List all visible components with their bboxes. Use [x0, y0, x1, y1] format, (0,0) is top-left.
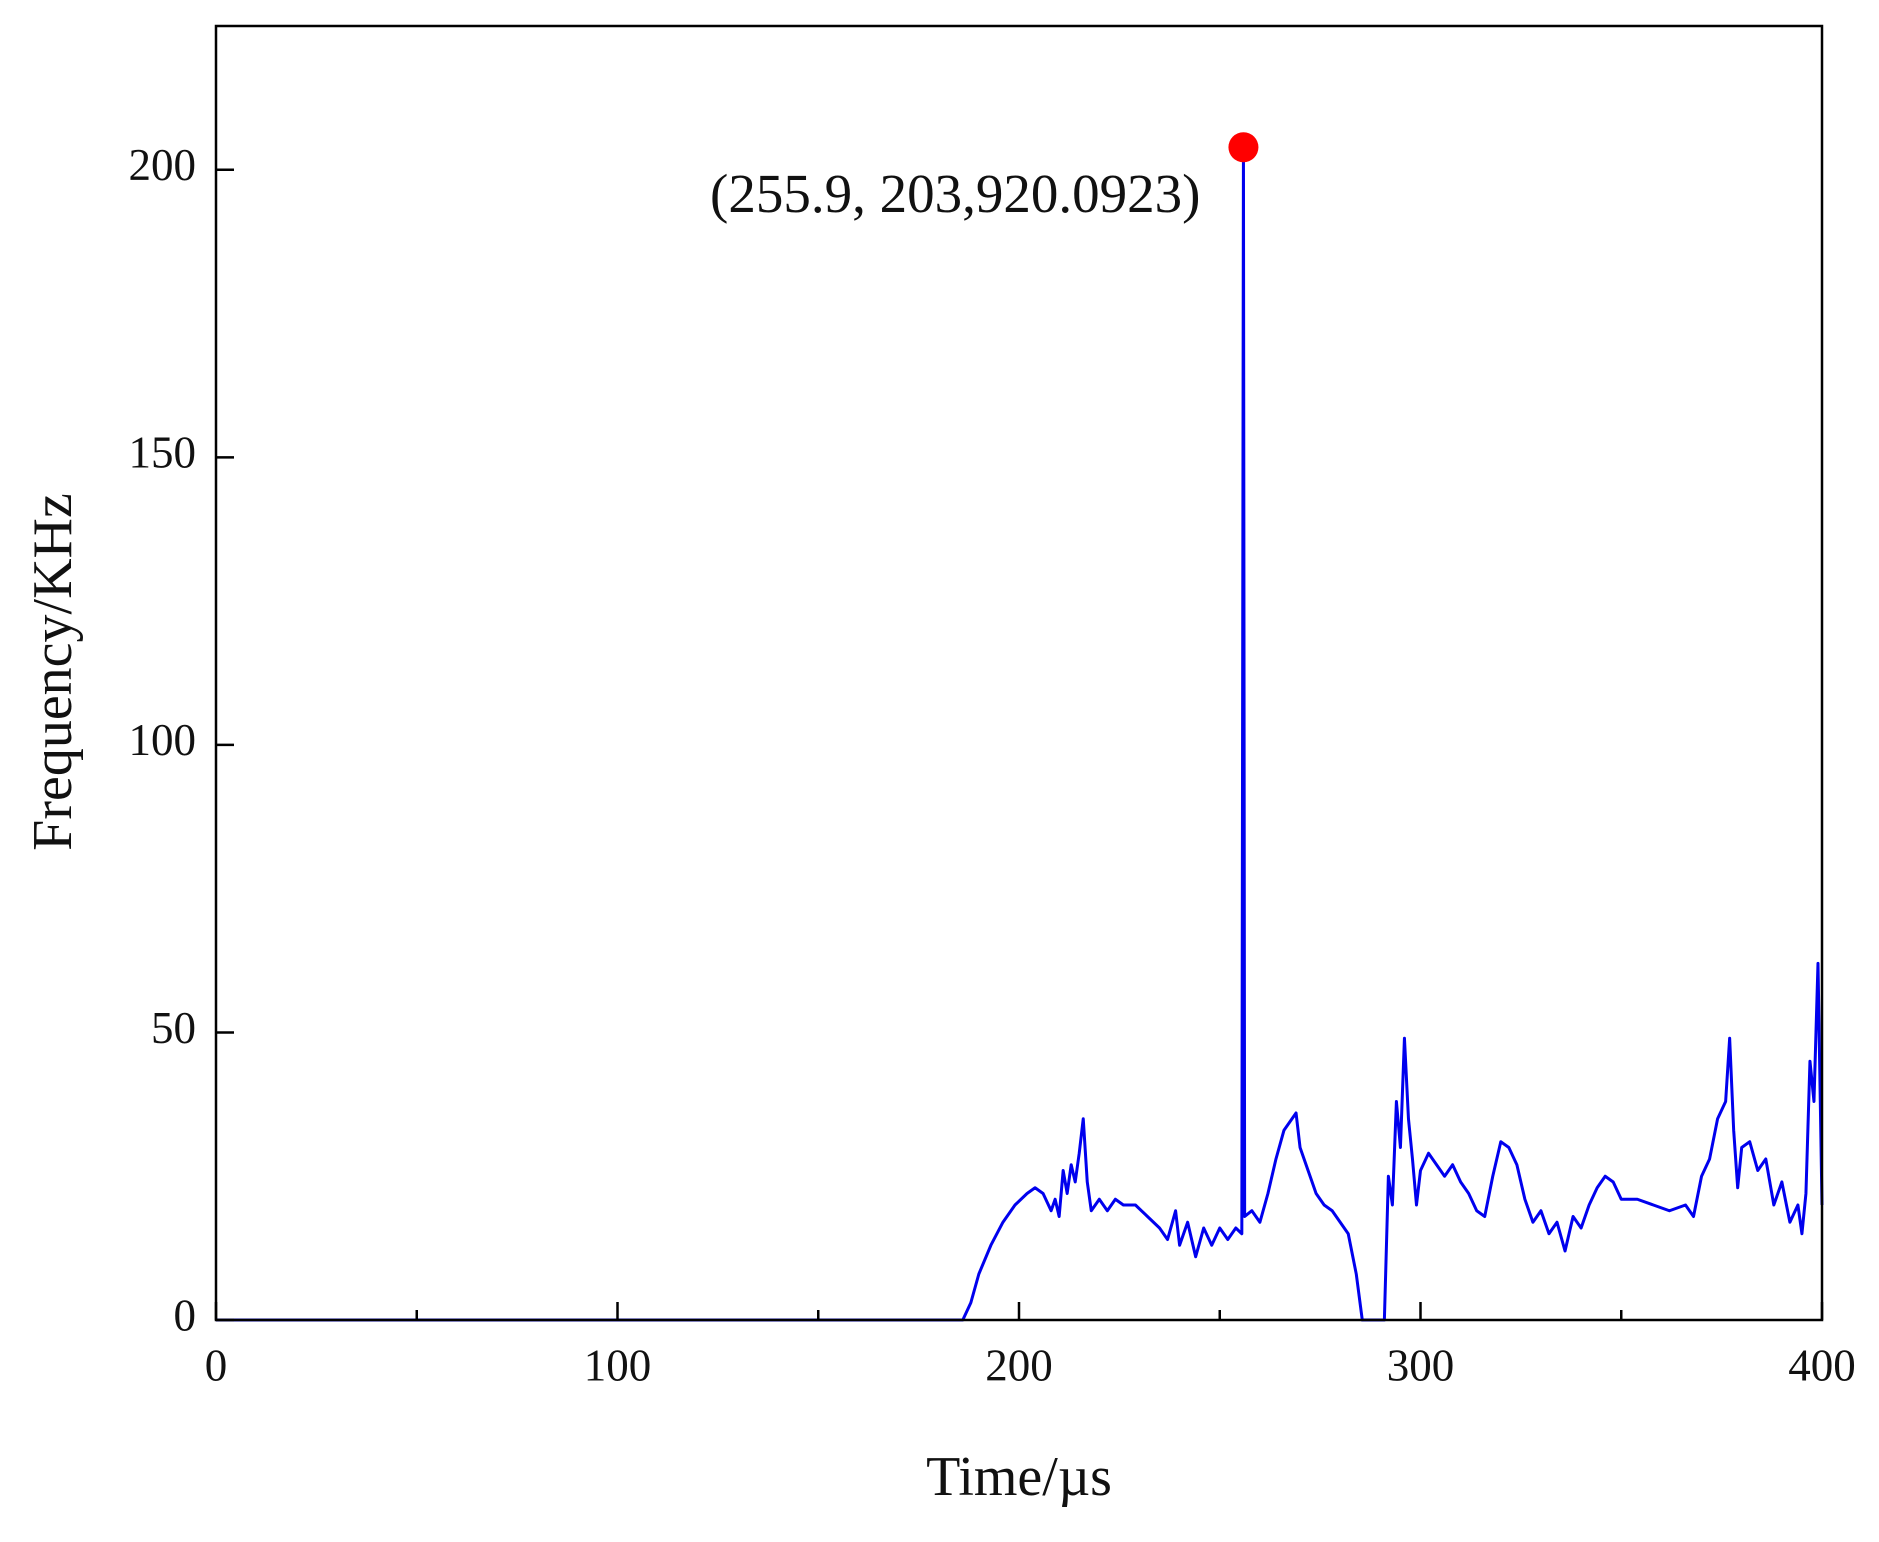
- x-tick-label: 200: [985, 1340, 1053, 1390]
- peak-annotation: (255.9, 203,920.0923): [710, 163, 1200, 224]
- x-tick-label: 0: [205, 1340, 228, 1390]
- y-tick-label: 50: [151, 1003, 196, 1053]
- x-tick-label: 100: [584, 1340, 652, 1390]
- x-tick-label: 400: [1788, 1340, 1856, 1390]
- y-axis-title: Frequency/KHz: [22, 493, 84, 851]
- x-axis-title: Time/µs: [926, 1446, 1112, 1508]
- y-tick-label: 200: [129, 140, 197, 190]
- y-tick-label: 150: [129, 428, 197, 478]
- y-tick-label: 100: [129, 715, 197, 765]
- data-line: [216, 145, 1824, 1322]
- y-tick-label: 0: [174, 1290, 197, 1340]
- peak-point: [1228, 132, 1259, 163]
- x-tick-label: 300: [1387, 1340, 1455, 1390]
